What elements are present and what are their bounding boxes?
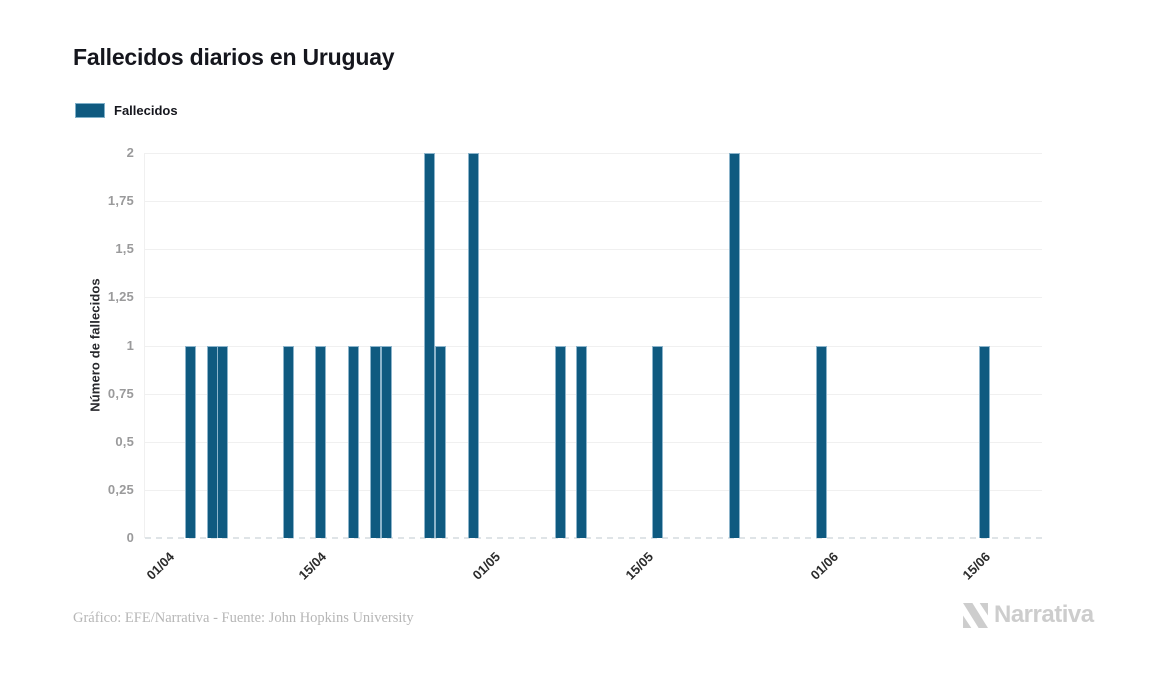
gridline [145,201,1042,203]
x-tick-label: 01/06 [807,549,841,583]
source-credit: Gráfico: EFE/Narrativa - Fuente: John Ho… [73,610,414,626]
legend-item-fallecidos[interactable]: Fallecidos [75,103,178,118]
bar-11-05[interactable] [576,345,588,538]
chart-title: Fallecidos diarios en Uruguay [73,44,395,70]
y-tick-label: 0,5 [115,433,134,449]
bar-18-05[interactable] [652,345,664,538]
y-tick-label: 0 [126,530,134,545]
bar-17-06[interactable] [978,345,990,538]
bar-05-04[interactable] [184,345,196,538]
bar-09-05[interactable] [554,345,566,538]
y-tick-label: 1 [126,337,134,353]
x-tick-label: 15/05 [622,549,656,583]
x-tick-label: 01/05 [469,549,504,583]
y-tick-label: 0,75 [107,385,134,401]
legend-label: Fallecidos [114,103,178,118]
bar-17-04[interactable] [315,345,327,538]
bar-08-04[interactable] [217,345,229,538]
bar-01-05[interactable] [467,153,479,538]
gridline [145,153,1042,154]
x-tick-label: 15/04 [295,549,330,583]
gridline [145,393,1042,395]
bar-02-06[interactable] [815,345,827,538]
narrativa-n-icon [963,602,988,628]
x-tick-label: 15/06 [959,549,993,583]
y-tick-label: 2 [126,145,134,160]
bar-14-04[interactable] [282,345,294,538]
y-tick-label: 1,75 [107,193,134,209]
gridline [145,345,1042,347]
gridline [145,441,1042,443]
y-tick-label: 1,25 [107,289,134,305]
y-axis-line [144,153,145,538]
y-tick-label: 0,25 [107,481,134,497]
legend-swatch [75,103,105,118]
x-tick-label: 01/04 [143,549,178,583]
bar-22-04[interactable] [369,345,381,538]
bar-27-04[interactable] [424,153,435,538]
bar-07-04[interactable] [206,345,218,538]
bar-28-04[interactable] [434,345,446,538]
brand-wordmark: Narrativa [994,601,1094,628]
legend: Fallecidos [75,103,178,118]
bar-25-05[interactable] [728,153,740,538]
y-tick-label: 1,5 [115,241,134,257]
bar-23-04[interactable] [380,345,392,538]
gridline [145,489,1042,491]
x-axis-baseline [145,537,1042,539]
bar-20-04[interactable] [347,345,359,538]
brand-logo: Narrativa [962,601,1094,629]
gridline [145,297,1042,299]
plot-area [144,153,1042,539]
gridline [145,249,1042,251]
